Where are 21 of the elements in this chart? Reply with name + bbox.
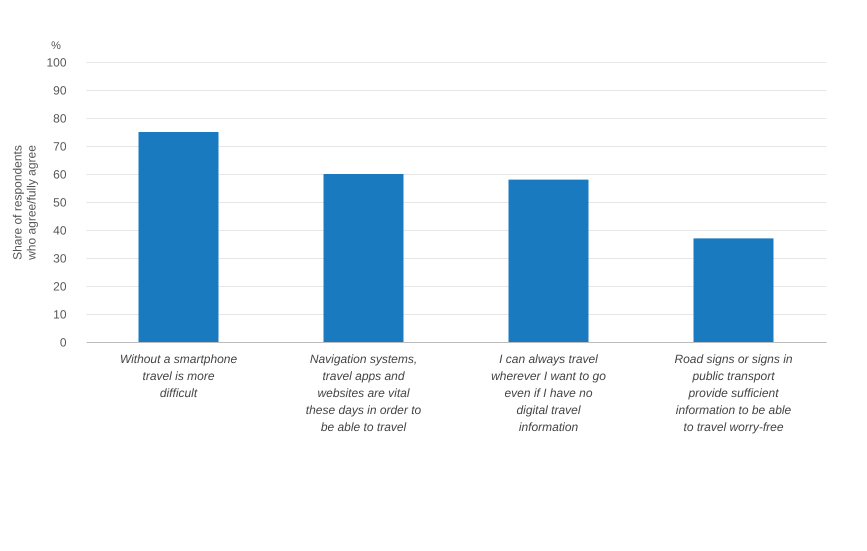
x-tick-label: Navigation systems, travel apps and websites are vital these days in order to be able to travel — [306, 352, 422, 434]
y-tick-label: 50 — [53, 196, 67, 210]
x-tick-label: I can always travel wherever I want to go even if I have no digital travel information — [491, 352, 606, 434]
y-tick-label: 80 — [53, 112, 67, 126]
y-axis-title: Share of respondents who agree/fully agree — [10, 144, 38, 261]
y-tick-label: 100 — [46, 56, 67, 70]
y-tick-label: 90 — [53, 84, 67, 98]
y-tick-label: 10 — [53, 308, 67, 322]
y-tick-label: 30 — [53, 252, 67, 266]
x-tick-label: Road signs or signs in public transport provide sufficient information to be able to travel worry-free — [674, 352, 793, 434]
y-tick-label: 70 — [53, 140, 67, 154]
bar — [138, 132, 218, 342]
bar — [324, 174, 404, 342]
y-tick-label: 60 — [53, 168, 67, 182]
y-tick-label: 40 — [53, 224, 67, 238]
y-tick-label: 0 — [60, 336, 67, 350]
bar — [694, 238, 774, 342]
y-tick-label: 20 — [53, 280, 67, 294]
bar — [508, 180, 588, 342]
x-tick-label: Without a smartphone travel is more difficult — [120, 352, 238, 400]
text: % — [51, 40, 62, 52]
